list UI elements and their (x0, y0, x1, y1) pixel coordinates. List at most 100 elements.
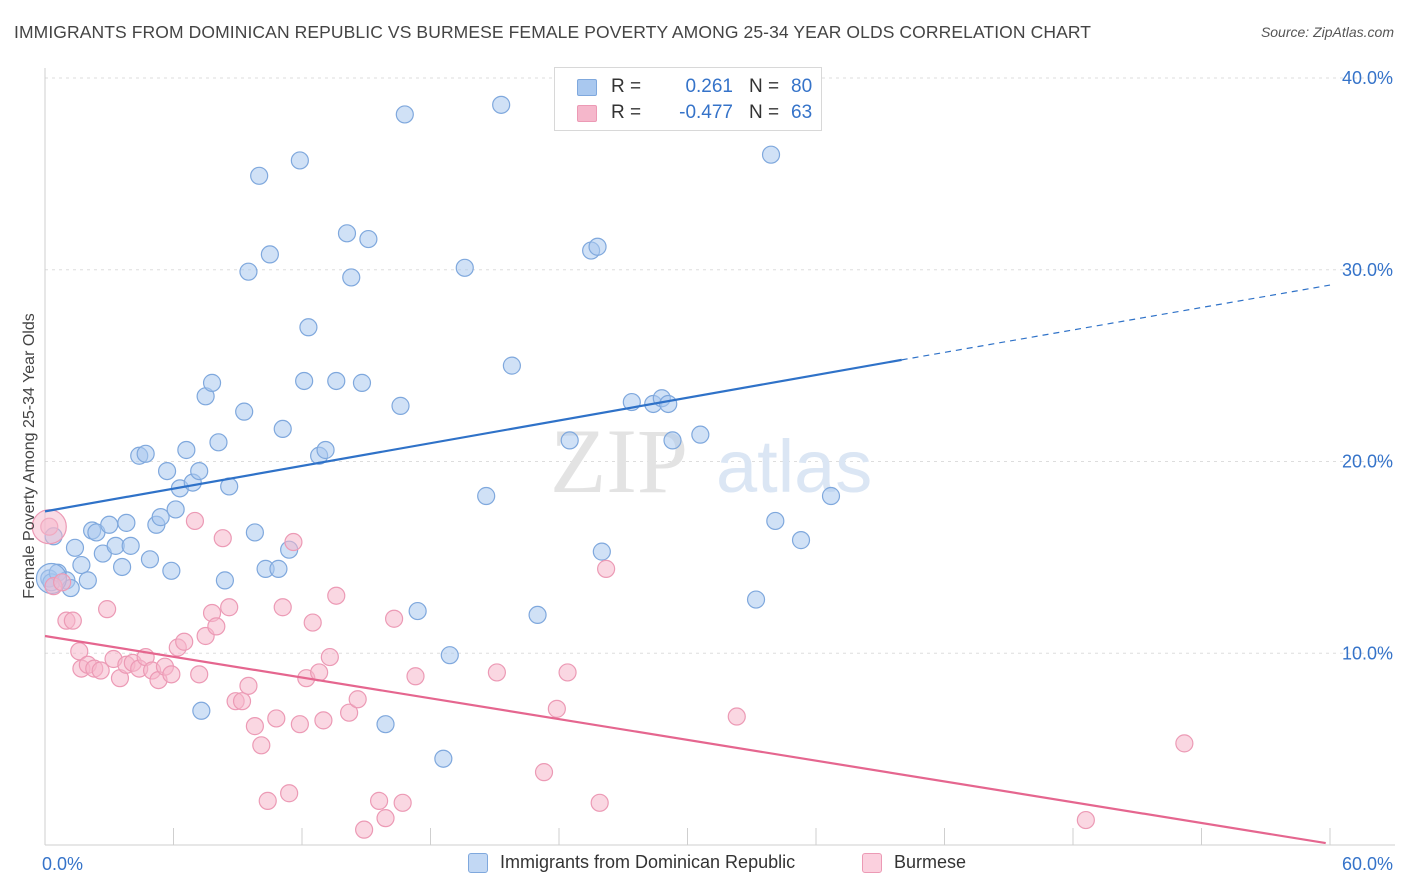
legend-r-label: R = (611, 76, 642, 97)
data-point (299, 318, 318, 337)
y-tick-label: 10.0% (1342, 643, 1393, 663)
data-point (258, 791, 277, 810)
legend-row-dominican: R = 0.261 N = 80 (577, 74, 812, 100)
legend-r-value: -0.477 (679, 102, 733, 123)
data-point (560, 431, 579, 450)
data-point (376, 715, 395, 734)
data-point (487, 663, 506, 682)
chart-title: IMMIGRANTS FROM DOMINICAN REPUBLIC VS BU… (14, 22, 1092, 42)
legend-n-value: 63 (791, 102, 813, 123)
data-point (1076, 810, 1095, 830)
legend-row-burmese: R = -0.477 N = 63 (577, 100, 812, 126)
axes (44, 68, 1395, 846)
data-point (209, 433, 228, 452)
x-axis-ticks (44, 828, 1331, 845)
data-point (558, 663, 577, 682)
data-point (590, 793, 609, 812)
data-point (190, 461, 209, 481)
data-point (320, 647, 339, 667)
trend-line-dominican-extension (901, 284, 1331, 361)
data-point (406, 667, 425, 686)
data-point (440, 646, 459, 665)
data-point (528, 605, 547, 625)
data-point (65, 538, 85, 557)
data-point (659, 394, 678, 414)
data-point (232, 692, 252, 711)
trend-lines (44, 284, 1331, 845)
data-point (295, 371, 314, 391)
data-point (592, 542, 611, 561)
data-point (185, 511, 205, 531)
y-tick-label: 40.0% (1342, 68, 1393, 88)
x-tick-label-min: 0.0% (42, 854, 83, 874)
legend-swatch-blue (468, 852, 488, 873)
watermark: ZIP atlas (550, 410, 872, 512)
data-point (91, 661, 110, 680)
data-point (663, 431, 682, 450)
data-point (72, 555, 91, 575)
data-point (534, 763, 554, 782)
data-point (316, 440, 335, 460)
data-point (597, 559, 616, 578)
legend-swatch-pink (862, 852, 882, 873)
data-point (252, 736, 271, 755)
data-point (290, 715, 309, 734)
data-point (327, 586, 346, 605)
data-point (157, 461, 177, 481)
legend-item-label: Immigrants from Dominican Republic (500, 852, 796, 872)
data-point (136, 444, 155, 463)
data-point (355, 820, 374, 839)
data-point (98, 600, 117, 619)
data-point (393, 793, 412, 812)
trend-line-dominican (44, 358, 902, 513)
watermark-zip: ZIP (550, 410, 688, 512)
series-burmese-points (31, 509, 1194, 839)
legend-n-value: 80 (791, 76, 813, 97)
trend-line-burmese (44, 634, 1326, 845)
data-point (327, 371, 346, 391)
data-point (314, 711, 333, 730)
data-point (273, 419, 292, 439)
data-point (117, 513, 136, 532)
data-point (207, 617, 226, 636)
series-legend: Immigrants from Dominican Republic Burme… (0, 852, 1406, 876)
data-point (260, 245, 279, 264)
data-point (112, 557, 132, 577)
data-point (100, 515, 119, 534)
legend-n-label: N = (749, 102, 780, 123)
series-dominican-points (35, 95, 841, 768)
gridlines (45, 77, 1395, 654)
data-point (290, 151, 309, 170)
data-point (162, 665, 181, 684)
data-point (175, 632, 194, 651)
data-point (761, 145, 781, 164)
data-point (245, 717, 264, 736)
legend-item-dominican: Immigrants from Dominican Republic (468, 852, 795, 873)
data-point (502, 356, 521, 375)
data-point (455, 258, 474, 277)
data-point (395, 105, 414, 124)
data-point (140, 550, 160, 569)
data-point (359, 229, 378, 249)
data-point (269, 559, 288, 578)
data-point (162, 561, 181, 580)
data-point (342, 268, 361, 287)
data-point (791, 531, 811, 550)
data-point (177, 440, 196, 460)
y-tick-label: 20.0% (1342, 452, 1393, 472)
data-point (202, 373, 222, 392)
data-point (250, 166, 269, 185)
legend-r-label: R = (611, 102, 642, 123)
data-point (220, 598, 239, 617)
data-point (239, 262, 258, 281)
data-point (267, 709, 286, 728)
legend-r-value: 0.261 (685, 76, 733, 97)
legend-swatch-blue (577, 78, 597, 96)
data-point (340, 703, 359, 722)
data-point (821, 486, 841, 506)
data-point (337, 224, 357, 243)
data-point (121, 536, 140, 555)
legend-item-label: Burmese (894, 852, 967, 872)
data-point (1175, 734, 1194, 753)
